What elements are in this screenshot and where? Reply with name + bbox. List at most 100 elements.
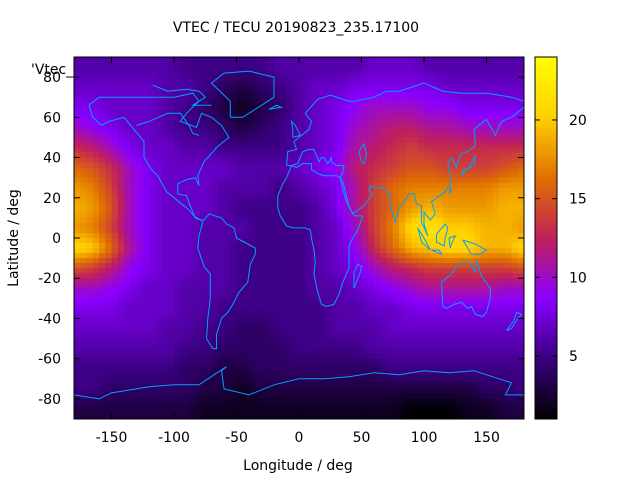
heatmap-cell: [299, 177, 306, 184]
heatmap-cell: [461, 288, 469, 294]
heatmap-cell: [217, 243, 225, 249]
heatmap-cell: [324, 238, 331, 244]
heatmap-cell: [205, 132, 212, 138]
heatmap-cell: [142, 318, 150, 324]
heatmap-cell: [317, 117, 325, 123]
heatmap-cell: [355, 87, 362, 93]
heatmap-cell: [324, 348, 331, 355]
heatmap-cell: [417, 122, 425, 128]
heatmap-cell: [305, 227, 312, 234]
heatmap-cell: [174, 232, 181, 239]
heatmap-cell: [211, 152, 219, 158]
heatmap-cell: [274, 288, 281, 294]
heatmap-cell: [374, 127, 381, 133]
heatmap-cell: [192, 293, 200, 299]
heatmap-cell: [367, 313, 375, 319]
heatmap-cell: [367, 87, 375, 93]
heatmap-cell: [86, 62, 94, 68]
heatmap-cell: [99, 293, 106, 299]
heatmap-cell: [267, 112, 275, 118]
heatmap-cell: [517, 373, 525, 380]
heatmap-cell: [480, 268, 487, 274]
heatmap-cell: [517, 323, 525, 329]
heatmap-cell: [386, 92, 394, 98]
heatmap-cell: [199, 167, 206, 174]
heatmap-cell: [505, 192, 512, 199]
heatmap-cell: [336, 303, 344, 309]
heatmap-cell: [124, 197, 131, 204]
heatmap-cell: [461, 318, 469, 324]
heatmap-cell: [86, 363, 94, 370]
heatmap-cell: [386, 132, 394, 138]
heatmap-cell: [142, 117, 150, 123]
heatmap-cell: [474, 172, 481, 179]
heatmap-cell: [205, 92, 212, 98]
heatmap-cell: [311, 137, 319, 143]
heatmap-cell: [461, 333, 469, 339]
heatmap-cell: [230, 72, 237, 78]
heatmap-cell: [280, 368, 287, 375]
heatmap-cell: [124, 57, 131, 63]
heatmap-cell: [430, 318, 437, 324]
heatmap-cell: [174, 238, 181, 244]
heatmap-cell: [480, 82, 487, 88]
heatmap-cell: [292, 363, 300, 370]
heatmap-cell: [374, 102, 381, 108]
heatmap-cell: [392, 207, 400, 214]
heatmap-cell: [367, 197, 375, 204]
heatmap-cell: [261, 333, 269, 339]
heatmap-cell: [367, 243, 375, 249]
heatmap-cell: [86, 368, 94, 375]
heatmap-cell: [117, 358, 125, 365]
heatmap-cell: [255, 343, 262, 350]
heatmap-cell: [105, 368, 112, 375]
heatmap-cell: [355, 197, 362, 204]
heatmap-cell: [74, 147, 81, 153]
heatmap-cell: [199, 97, 206, 103]
heatmap-cell: [386, 313, 394, 319]
heatmap-cell: [374, 298, 381, 304]
heatmap-cell: [267, 393, 275, 400]
heatmap-cell: [517, 197, 525, 204]
heatmap-cell: [342, 248, 350, 254]
heatmap-cell: [455, 253, 462, 259]
heatmap-cell: [474, 378, 481, 385]
heatmap-cell: [417, 268, 425, 274]
heatmap-cell: [111, 102, 119, 108]
heatmap-cell: [392, 202, 400, 209]
heatmap-cell: [174, 283, 181, 289]
heatmap-cell: [411, 328, 419, 334]
heatmap-cell: [374, 273, 381, 279]
heatmap-cell: [330, 303, 337, 309]
heatmap-cell: [130, 202, 137, 209]
heatmap-cell: [392, 62, 400, 68]
heatmap-cell: [349, 263, 356, 269]
heatmap-cell: [305, 238, 312, 244]
heatmap-cell: [374, 157, 381, 163]
heatmap-cell: [149, 227, 156, 234]
heatmap-cell: [367, 77, 375, 83]
heatmap-cell: [461, 388, 469, 395]
heatmap-cell: [386, 102, 394, 108]
heatmap-cell: [155, 127, 162, 133]
heatmap-cell: [174, 243, 181, 249]
heatmap-cell: [480, 278, 487, 284]
heatmap-cell: [461, 82, 469, 88]
heatmap-cell: [136, 378, 144, 385]
heatmap-cell: [261, 57, 269, 63]
heatmap-cell: [161, 403, 169, 410]
heatmap-cell: [74, 288, 81, 294]
heatmap-cell: [161, 82, 169, 88]
heatmap-cell: [517, 243, 525, 249]
heatmap-cell: [367, 273, 375, 279]
heatmap-cell: [430, 383, 437, 390]
heatmap-cell: [424, 187, 431, 194]
heatmap-cell: [511, 298, 519, 304]
heatmap-cell: [199, 182, 206, 189]
heatmap-cell: [80, 212, 87, 219]
heatmap-cell: [111, 253, 119, 259]
heatmap-cell: [167, 373, 175, 380]
heatmap-cell: [474, 207, 481, 214]
heatmap-cell: [161, 243, 169, 249]
heatmap-cell: [499, 97, 506, 103]
